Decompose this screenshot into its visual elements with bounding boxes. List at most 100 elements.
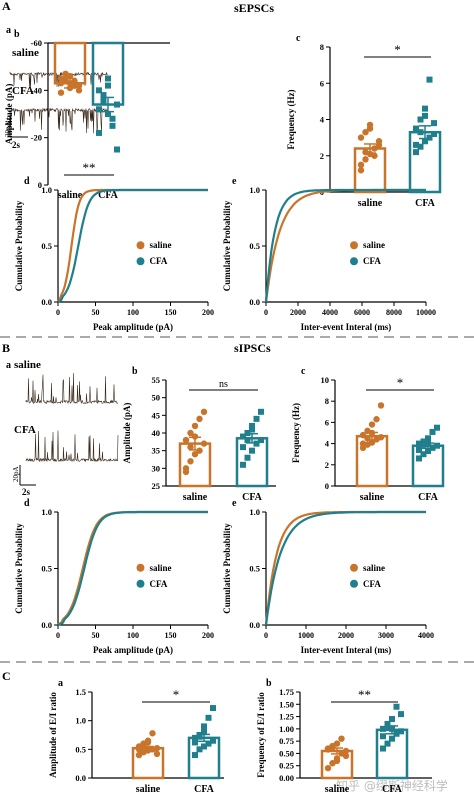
y-tick-label: 0.0 [249,620,260,630]
data-point [57,80,65,87]
data-point [253,440,260,447]
data-point [66,80,74,87]
data-point [429,428,436,435]
chart-B-c: c 0 2 4 6 8 10 Frequency (Hz) saline CFA * [291,366,445,503]
data-point [362,156,369,163]
category-label: saline [183,492,208,503]
data-point [201,729,207,736]
data-point [109,115,116,122]
data-point [416,446,422,453]
data-point [205,740,212,747]
legend-marker [350,257,358,266]
data-point [105,75,111,82]
x-tick-label: 0 [264,308,268,317]
chart-C-b: b 0.00 0.25 0.50 0.75 1.00 1.25 1.50 1.75 Frequen… [256,678,432,795]
x-tick-label: 8000 [386,308,402,317]
y-tick-label: 1.0 [249,507,260,517]
data-point [416,455,422,462]
legend-label: saline [363,563,385,573]
series-line-cfa [264,188,426,303]
category-label: saline [358,198,383,209]
series-line-saline [57,510,208,626]
category-label: saline [58,190,83,201]
data-point [431,120,437,127]
data-point [425,439,431,446]
series-line-saline [264,188,426,303]
data-point [191,433,199,440]
data-point [384,740,391,747]
data-point [240,444,246,451]
data-point [357,167,365,174]
section-b-cfa-label: CFA [14,424,36,436]
legend-label: CFA [363,579,381,589]
y-axis-label: Amplitude (pA) [4,84,14,145]
x-tick-label: 50 [92,631,100,640]
panel-label: e [232,498,237,509]
data-point [196,746,203,753]
data-point [429,444,436,451]
data-point [196,447,203,454]
significance-label: * [397,375,404,390]
y-tick-label: 30 [152,463,161,473]
y-tick-label: 4 [325,439,330,449]
data-point [380,725,386,732]
y-tick-label: 25 [152,481,161,491]
category-label: saline [136,784,161,795]
data-point [425,448,431,455]
data-point [258,408,264,415]
trace-a-cfa-path [9,107,109,134]
y-tick-label: 55 [152,375,161,385]
data-point [422,138,428,145]
data-point [413,149,419,156]
y-tick-label: 0.5 [41,564,52,574]
y-axis-label: Cumulative Probability [222,523,232,614]
category-label: CFA [98,190,119,201]
data-point [342,747,350,755]
legend-label: saline [363,240,385,250]
data-point [389,725,395,732]
trace-b-saline-path [25,373,119,405]
data-point [210,737,216,744]
y-tick-label: 45 [152,410,161,420]
data-point [182,468,190,476]
data-point [366,125,374,132]
data-point [359,440,367,447]
scale-x-label-b: 2s [22,487,31,497]
trace-b-saline [25,373,119,405]
chart-B-e: e 0.0 0.5 1.0 Cumulative Probability 0 1000 200… [222,498,434,655]
trace-b-cfa-path [25,430,119,463]
significance-label: * [394,42,401,57]
x-axis-label: Peak amplitude (pA) [93,322,173,332]
data-point [149,730,156,737]
y-tick-label: 1.0 [41,507,52,517]
data-point [114,146,120,153]
category-label: CFA [194,784,215,795]
data-point [342,752,350,760]
y-axis-label: Cumulative Probability [14,523,24,614]
data-point [244,430,251,436]
x-tick-label: 0 [56,631,60,640]
data-point [413,141,419,148]
legend-marker [350,563,358,572]
x-tick-label: 2000 [338,631,354,640]
data-point [417,143,424,150]
scale-y-label-a: 20pA [4,121,12,137]
data-point [210,705,216,712]
data-point [359,431,367,439]
data-point [258,437,264,444]
y-axis-label: Frequency (Hz) [286,89,296,149]
data-point [62,70,69,77]
y-axis-label: Frequency of E/I ratio [256,692,266,778]
data-point [191,451,199,458]
y-tick-label: 1.00 [279,724,294,734]
data-point [192,752,198,759]
x-tick-label: 150 [165,631,177,640]
y-axis-label: Amplitude of E/I ratio [48,692,58,778]
category-label: saline [360,492,385,503]
y-tick-label: -20 [31,133,42,143]
series-line-saline [57,188,208,303]
data-point [393,703,400,710]
y-tick-label: 0.0 [249,297,260,307]
section-a-cfa-label: CFA [12,85,34,97]
